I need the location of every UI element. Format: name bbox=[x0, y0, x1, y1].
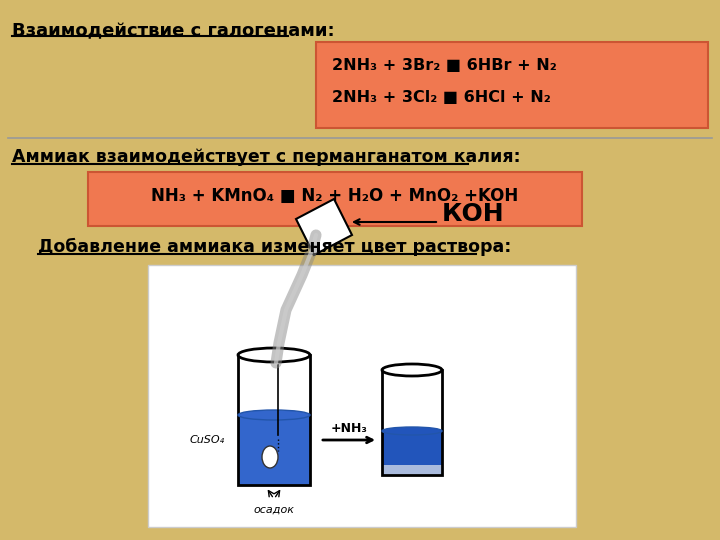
Text: Добавление аммиака изменяет цвет раствора:: Добавление аммиака изменяет цвет раствор… bbox=[38, 238, 511, 256]
Text: CuSO₄: CuSO₄ bbox=[190, 435, 225, 445]
Polygon shape bbox=[296, 199, 352, 255]
Bar bbox=[238, 355, 310, 485]
Bar bbox=[238, 415, 310, 485]
FancyBboxPatch shape bbox=[316, 42, 708, 128]
Text: Аммиак взаимодействует с перманганатом калия:: Аммиак взаимодействует с перманганатом к… bbox=[12, 148, 521, 166]
Text: NH₃ + KMnO₄ ■ N₂ + H₂O + MnO₂ +KOH: NH₃ + KMnO₄ ■ N₂ + H₂O + MnO₂ +KOH bbox=[151, 187, 518, 205]
Ellipse shape bbox=[262, 446, 278, 468]
Ellipse shape bbox=[238, 410, 310, 420]
Bar bbox=[382, 431, 442, 475]
Text: +NH₃: +NH₃ bbox=[330, 422, 367, 435]
Text: 2NH₃ + 3Cl₂ ■ 6HCl + N₂: 2NH₃ + 3Cl₂ ■ 6HCl + N₂ bbox=[332, 90, 551, 105]
Text: 2NH₃ + 3Br₂ ■ 6HBr + N₂: 2NH₃ + 3Br₂ ■ 6HBr + N₂ bbox=[332, 58, 557, 73]
Bar bbox=[238, 355, 310, 485]
Text: КОН: КОН bbox=[442, 202, 505, 226]
Bar bbox=[382, 465, 442, 475]
FancyBboxPatch shape bbox=[148, 265, 576, 527]
Ellipse shape bbox=[382, 427, 442, 435]
Ellipse shape bbox=[382, 364, 442, 376]
Bar bbox=[382, 370, 442, 475]
Ellipse shape bbox=[238, 348, 310, 362]
Bar bbox=[382, 370, 442, 475]
Text: осадок: осадок bbox=[253, 505, 294, 515]
Text: Взаимодействие с галогенами:: Взаимодействие с галогенами: bbox=[12, 22, 335, 40]
FancyBboxPatch shape bbox=[88, 172, 582, 226]
